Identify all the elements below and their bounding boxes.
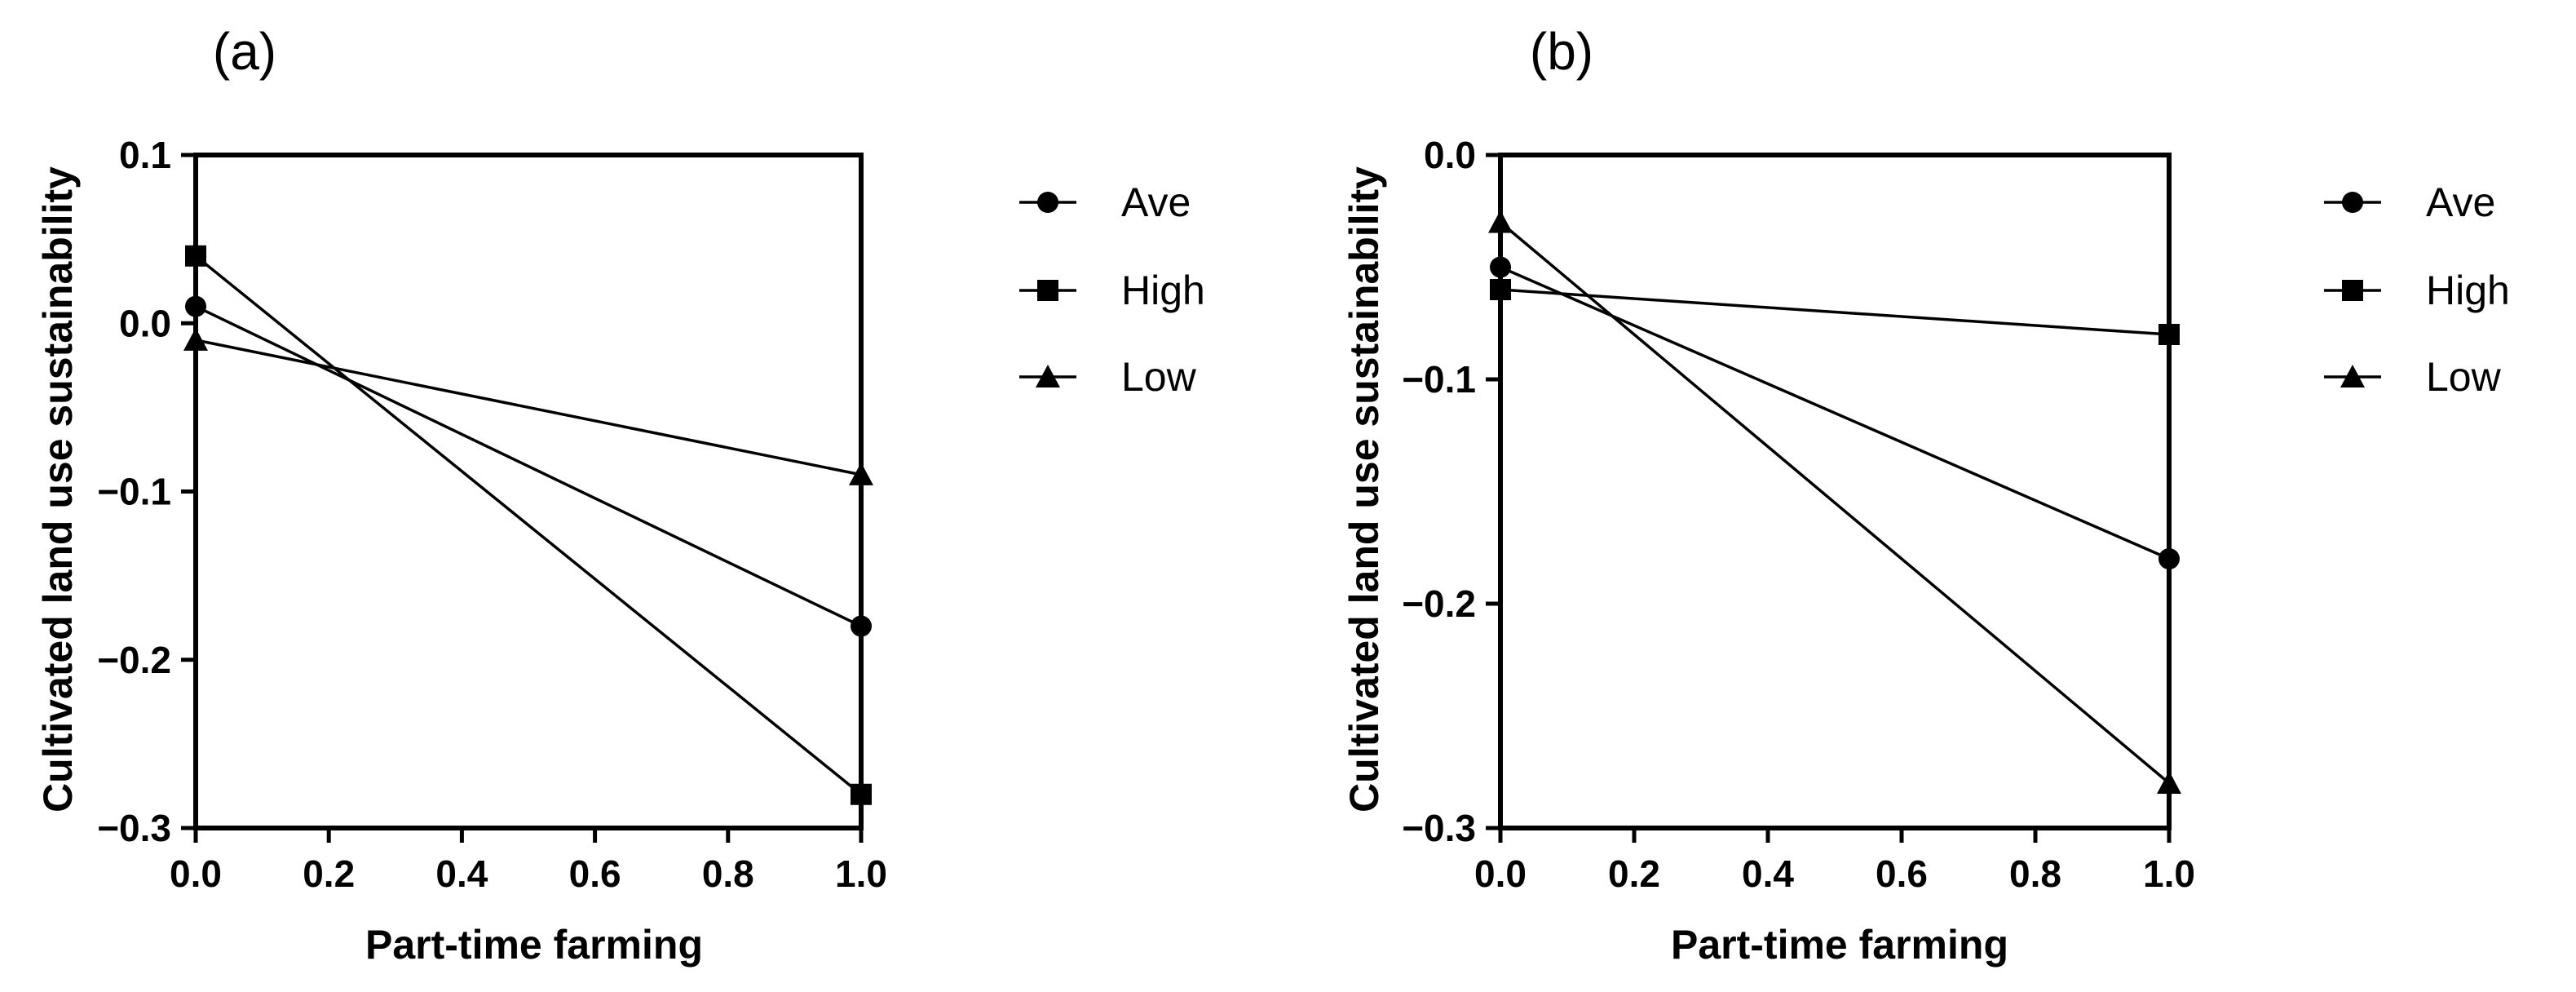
x-tick-label: 0.6	[1876, 852, 1928, 895]
x-tick-label: 0.4	[435, 852, 488, 895]
high-point	[1490, 279, 1511, 300]
y-tick-label: 0.0	[1424, 134, 1476, 176]
ave-point	[851, 615, 872, 637]
legend: Ave High Low	[1019, 179, 1205, 400]
legend-item-high: High	[2324, 268, 2510, 313]
legend-label: Ave	[1121, 179, 1191, 225]
series-line-high	[1500, 288, 2170, 336]
low-point	[2157, 771, 2181, 794]
legend-label: Ave	[2426, 179, 2495, 225]
x-tick-label: 0.8	[2009, 852, 2061, 895]
y-tick-label: −0.3	[1402, 807, 1476, 849]
legend-item-low: Low	[2324, 354, 2502, 400]
x-tick-label: 0.4	[1742, 852, 1794, 895]
series-line-high	[194, 255, 863, 796]
y-tick-label: 0.0	[119, 302, 171, 344]
x-tick-label: 0.0	[1474, 852, 1527, 895]
y-tick-label: −0.1	[97, 471, 171, 513]
y-tick-label: −0.2	[1402, 582, 1476, 625]
plot-frame	[1498, 153, 2172, 830]
x-tick-label: 0.2	[303, 852, 355, 895]
x-axis-title: Part-time farming	[365, 922, 703, 968]
x-tick-label: 1.0	[835, 852, 887, 895]
legend-item-ave: Ave	[2324, 179, 2495, 225]
ave-point	[1490, 256, 1511, 278]
panel-label: (b)	[1530, 22, 1593, 81]
legend-item-high: High	[1019, 268, 1205, 313]
series-line-low	[195, 339, 862, 476]
panel-label: (a)	[213, 22, 276, 81]
high-point	[851, 783, 872, 805]
legend-square-marker	[1037, 280, 1058, 301]
legend-circle-marker	[1037, 192, 1058, 213]
ave-point	[2158, 548, 2180, 569]
x-tick-label: 0.6	[569, 852, 621, 895]
x-axis-title: Part-time farming	[1671, 922, 2008, 968]
panel-a: (a) Cultivated land use sustainability P…	[35, 22, 1205, 968]
y-axis-title: Cultivated land use sustainability	[35, 166, 81, 813]
legend-item-low: Low	[1019, 354, 1197, 400]
plot-area: 0.0 0.2 0.4 0.6 0.8 1.0 0.1 0.0 −0.1 −0.2 −0.3	[97, 134, 887, 895]
plot-frame	[193, 153, 864, 830]
panel-b: (b) Cultivated land use sustainability P…	[1341, 22, 2510, 968]
high-point	[2158, 324, 2180, 345]
y-tick-label: −0.1	[1402, 358, 1476, 401]
ave-point	[185, 295, 206, 317]
high-point	[185, 245, 206, 267]
y-tick-label: −0.3	[97, 807, 171, 849]
x-tick-label: 0.0	[170, 852, 222, 895]
legend-triangle-marker	[1036, 365, 1060, 388]
legend-circle-marker	[2342, 192, 2363, 213]
series-line-ave	[195, 305, 862, 628]
y-tick-label: −0.2	[97, 639, 171, 681]
legend-item-ave: Ave	[1019, 179, 1191, 225]
legend-label: High	[1121, 268, 1205, 313]
low-point	[1488, 210, 1513, 233]
legend-square-marker	[2342, 280, 2363, 301]
plot-area: 0.0 0.2 0.4 0.6 0.8 1.0 0.0 −0.1 −0.2 −0.3	[1402, 134, 2195, 895]
legend-triangle-marker	[2340, 365, 2365, 388]
x-tick-label: 0.8	[702, 852, 754, 895]
x-tick-label: 1.0	[2143, 852, 2195, 895]
low-point	[183, 327, 208, 351]
legend-label: Low	[1121, 354, 1197, 400]
low-point	[849, 462, 873, 485]
series-line-low	[1499, 221, 2171, 785]
y-tick-label: 0.1	[119, 134, 171, 176]
x-tick-label: 0.2	[1608, 852, 1660, 895]
legend-label: High	[2426, 268, 2510, 313]
legend: Ave High Low	[2324, 179, 2510, 400]
y-axis-title: Cultivated land use sustainability	[1341, 166, 1387, 813]
legend-label: Low	[2426, 354, 2502, 400]
